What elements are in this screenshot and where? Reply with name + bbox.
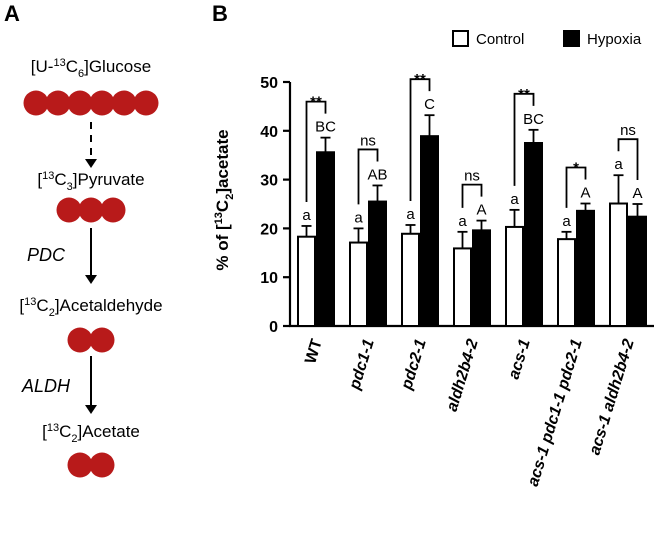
carbon-atom-dot — [45, 90, 71, 116]
enzyme-label: ALDH — [21, 376, 71, 396]
significance-marker: ** — [414, 71, 426, 88]
significance-letter: BC — [315, 119, 336, 136]
significance-letter: BC — [523, 111, 544, 128]
significance-letter: a — [458, 213, 467, 230]
legend-swatch-hypoxia — [563, 30, 580, 47]
significance-bracket — [617, 138, 639, 180]
carbon-atom-dot — [67, 327, 93, 353]
x-category-label: aldh2b4-2 — [444, 337, 482, 413]
significance-letter: a — [406, 206, 415, 223]
bar-control — [349, 241, 368, 327]
bars — [297, 114, 647, 328]
significance-letter: a — [614, 156, 623, 173]
carbon-atom-dot — [133, 90, 159, 116]
reaction-arrow — [85, 356, 97, 414]
significance-letter: a — [354, 209, 363, 226]
significance-marker: ** — [310, 94, 322, 111]
significance-letter: a — [510, 191, 519, 208]
bar-control — [401, 232, 420, 328]
bar-hypoxia — [628, 215, 647, 327]
metabolite-label: [13C2]Acetate — [42, 422, 140, 445]
panel-a-pathway: A [U-13C6]Glucose [13C3]Pyruvate [13C2]Ace… — [4, 1, 163, 478]
significance-marker: ** — [518, 86, 530, 103]
carbon-atom-dot — [111, 90, 137, 116]
carbon-atoms — [67, 327, 115, 353]
panel-b-letter: B — [212, 1, 228, 26]
significance-bracket — [565, 166, 587, 208]
x-category-label: pdc2-1 — [398, 337, 430, 392]
panel-b-chart: B Control Hypoxia % of [13C2]acetate 0 10… — [212, 1, 654, 488]
metabolite-label: [13C3]Pyruvate — [37, 170, 144, 193]
carbon-atom-dot — [89, 327, 115, 353]
bar-hypoxia — [524, 142, 543, 327]
y-tick-label: 40 — [260, 124, 278, 141]
significance-bracket — [461, 183, 483, 208]
bar-control — [453, 247, 472, 328]
y-tick-label: 10 — [260, 270, 278, 287]
x-category-label: acs-1 — [506, 337, 534, 381]
bar-hypoxia — [316, 151, 335, 327]
significance-bracket — [357, 148, 379, 205]
carbon-atom-dot — [100, 197, 126, 223]
legend-label-control: Control — [476, 31, 524, 48]
significance-bracket — [409, 78, 431, 201]
legend-swatch-control — [452, 30, 469, 47]
significance-marker: ns — [360, 132, 376, 149]
carbon-atoms — [67, 452, 115, 478]
significance-letter: A — [580, 185, 590, 202]
carbon-atom-dot — [78, 197, 104, 223]
significance-letter: A — [476, 202, 486, 219]
reaction-arrow — [85, 228, 97, 284]
y-axis-title-text: % of [13C2]acetate — [213, 129, 236, 270]
x-category-label: acs-1 aldh2b4-2 — [586, 337, 637, 457]
carbon-atom-dot — [67, 452, 93, 478]
x-category-label: acs-1 pdc1-1 pdc2-1 — [525, 337, 586, 488]
metabolite-label: [U-13C6]Glucose — [31, 57, 151, 80]
significance-letter: C — [424, 96, 435, 113]
y-tick-label: 30 — [260, 173, 278, 190]
significance-letter: a — [562, 213, 571, 230]
significance-bracket — [513, 92, 535, 186]
panel-a-letter: A — [4, 1, 20, 26]
significance-marker: ns — [464, 168, 480, 185]
bar-control — [505, 225, 524, 328]
carbon-atom-dot — [23, 90, 49, 116]
bar-control — [557, 238, 576, 327]
significance-letter: A — [632, 185, 642, 202]
legend-label-hypoxia: Hypoxia — [587, 31, 642, 48]
bar-control — [609, 202, 628, 327]
enzyme-label: PDC — [27, 245, 66, 265]
carbon-atoms — [56, 197, 126, 223]
bar-hypoxia — [420, 135, 439, 327]
significance-bracket — [305, 100, 327, 202]
y-tick-label: 20 — [260, 221, 278, 238]
carbon-atom-dot — [56, 197, 82, 223]
carbon-atoms — [23, 90, 159, 116]
y-tick-label: 0 — [269, 319, 278, 336]
x-category-label: pdc1-1 — [346, 337, 378, 392]
significance-marker: ns — [620, 122, 636, 139]
bar-hypoxia — [576, 209, 595, 327]
significance-letter: a — [302, 207, 311, 224]
carbon-atom-dot — [89, 452, 115, 478]
legend: Control Hypoxia — [452, 30, 642, 48]
significance-letter: AB — [367, 166, 387, 183]
reaction-arrow — [85, 122, 97, 168]
significance-marker: * — [573, 160, 579, 177]
bar-control — [297, 235, 316, 327]
x-category-label: WT — [302, 337, 326, 366]
carbon-atom-dot — [89, 90, 115, 116]
carbon-atom-dot — [67, 90, 93, 116]
metabolite-label: [13C2]Acetaldehyde — [19, 296, 162, 319]
bar-hypoxia — [472, 229, 491, 328]
y-axis-title: % of [13C2]acetate — [213, 129, 236, 270]
y-tick-label: 50 — [260, 75, 278, 92]
bar-hypoxia — [368, 200, 387, 327]
